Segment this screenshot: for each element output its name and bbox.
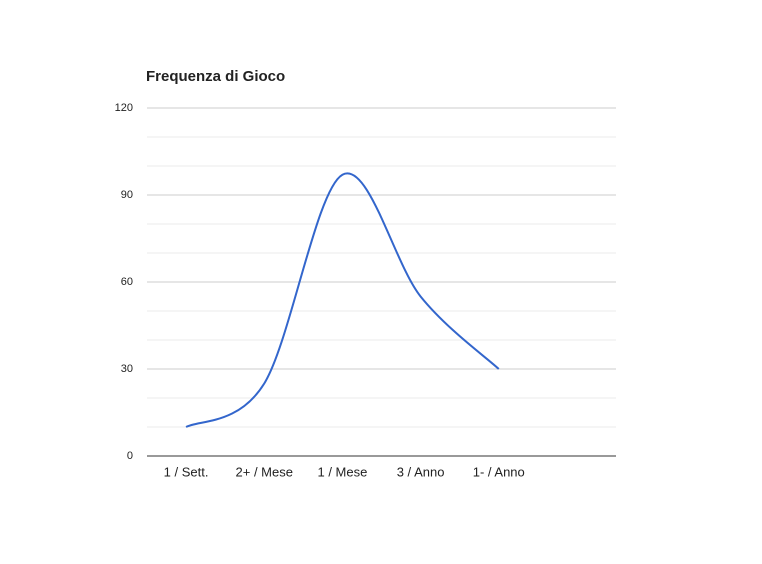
y-tick-label: 60 xyxy=(121,276,133,288)
x-tick-label: 3 / Anno xyxy=(397,464,445,479)
chart-title: Frequenza di Gioco xyxy=(146,68,285,85)
x-tick-label: 1 / Mese xyxy=(317,464,367,479)
x-tick-label: 1- / Anno xyxy=(473,464,525,479)
y-tick-label: 0 xyxy=(127,450,133,462)
y-tick-label: 120 xyxy=(115,102,133,114)
y-tick-label: 90 xyxy=(121,189,133,201)
x-tick-label: 1 / Sett. xyxy=(164,464,209,479)
y-tick-label: 30 xyxy=(121,363,133,375)
x-tick-label: 2+ / Mese xyxy=(236,464,293,479)
line-series xyxy=(185,172,500,428)
